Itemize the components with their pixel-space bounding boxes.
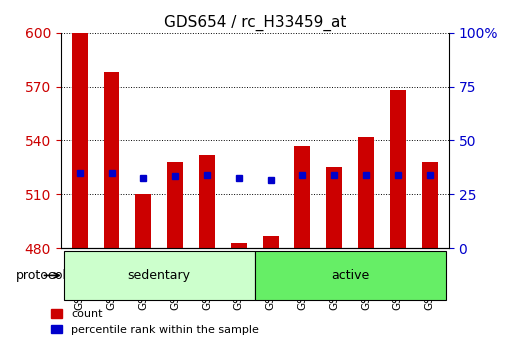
Bar: [294, 146, 310, 248]
Bar: [104, 72, 120, 248]
Bar: [263, 236, 279, 248]
Bar: [231, 243, 247, 248]
Legend: count, percentile rank within the sample: count, percentile rank within the sample: [47, 305, 263, 339]
Text: active: active: [331, 269, 369, 282]
Bar: [326, 167, 342, 248]
Bar: [390, 90, 406, 248]
Bar: [358, 137, 374, 248]
Bar: [422, 162, 438, 248]
Bar: [199, 155, 215, 248]
FancyBboxPatch shape: [254, 251, 446, 300]
FancyBboxPatch shape: [64, 251, 254, 300]
Title: GDS654 / rc_H33459_at: GDS654 / rc_H33459_at: [164, 15, 346, 31]
Text: protocol: protocol: [16, 269, 67, 282]
Bar: [167, 162, 183, 248]
Bar: [72, 32, 88, 248]
Text: sedentary: sedentary: [128, 269, 191, 282]
Bar: [135, 195, 151, 248]
